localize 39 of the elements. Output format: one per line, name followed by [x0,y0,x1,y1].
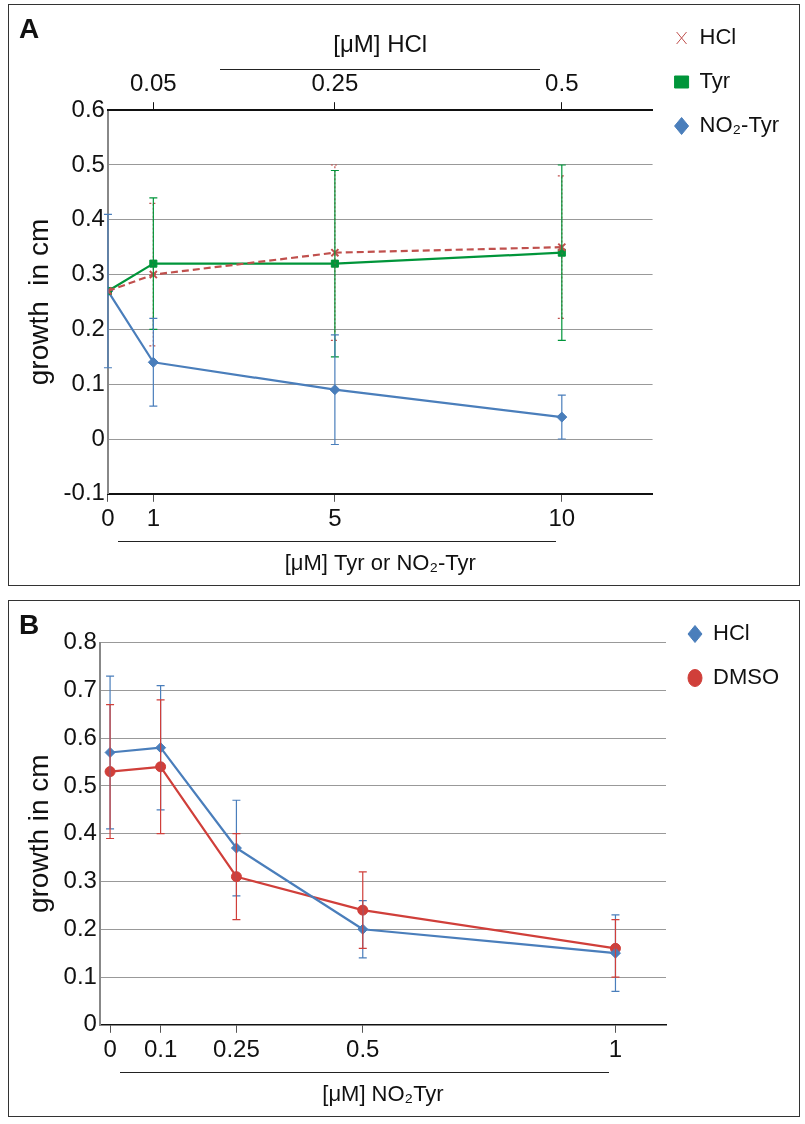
x-tick-label: 0.1 [143,1034,178,1062]
legend-label: Tyr [699,68,731,94]
y-tick-label: 0.6 [63,722,97,750]
y-tick-label: 0.3 [63,866,97,894]
chart-title: A [19,12,40,44]
y-tick-label: 0.2 [63,913,97,941]
x-tick-label: 0.5 [346,1034,380,1062]
y-tick-label: 0 [83,1009,97,1037]
y-tick-label: 0.7 [63,675,97,702]
x-tick-label: 1 [608,1034,623,1062]
x2-axis-title: [μM] HCl [333,29,428,57]
y-tick-label: 0.1 [63,961,97,989]
legend-label: DMSO [713,664,779,690]
y-axis-title: growth in cm [22,218,54,386]
x-axis-title: [μM] Tyr or NO₂-Tyr [284,549,476,575]
y-tick-label: 0.2 [71,314,105,342]
y-tick-label: 0.1 [71,368,105,396]
x2-tick-label: 0.5 [545,69,579,97]
x-tick-label: 10 [548,503,576,531]
x-tick-label: 0.25 [213,1034,260,1062]
y-tick-label: -0.1 [63,478,105,506]
y-tick-label: 0.4 [63,818,97,846]
legend-label: NO₂-Tyr [699,112,779,138]
x-tick-label: 5 [328,503,342,531]
x-tick-label: 1 [146,503,161,531]
y-tick-label: 0.3 [71,259,105,287]
y-tick-label: 0.5 [71,149,105,177]
y-tick-label: 0.4 [71,204,105,232]
y-axis-title: growth in cm [22,754,54,914]
x-axis-title: [μM] NO₂Tyr [322,1080,444,1106]
chart-title: B [19,608,40,640]
legend-label: HCl [713,620,750,646]
x2-tick-label: 0.05 [129,69,177,97]
y-tick-label: 0.6 [71,94,105,122]
y-tick-label: 0 [91,423,105,451]
y-tick-label: 0.5 [63,770,97,798]
legend-label: HCl [699,24,737,50]
x2-tick-label: 0.25 [311,69,359,97]
y-tick-label: 0.8 [63,627,97,655]
